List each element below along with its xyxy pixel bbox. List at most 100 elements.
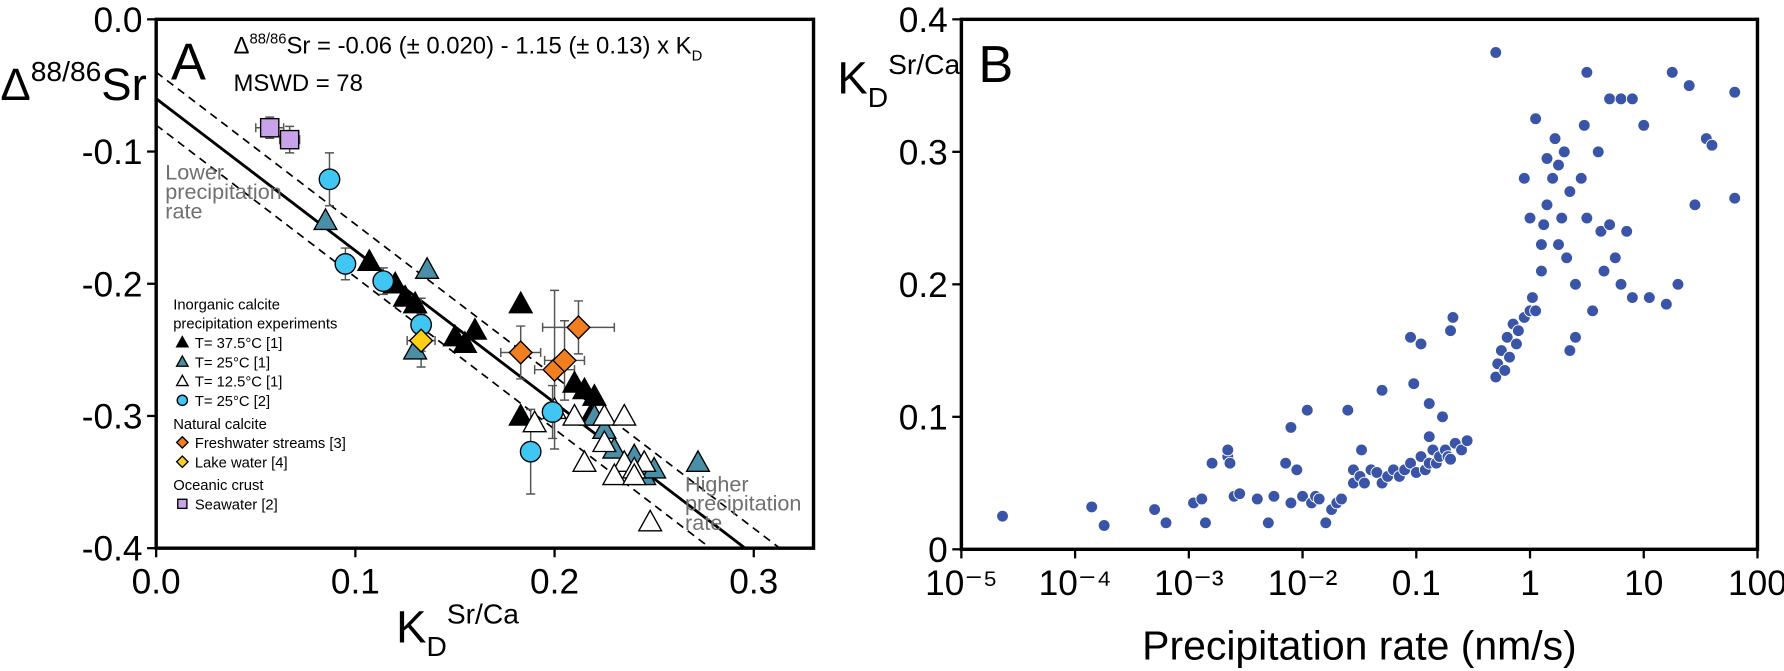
y-tick-label: -0.1 <box>82 133 143 172</box>
equation-part: 1.15 <box>515 32 561 59</box>
point <box>1546 171 1559 185</box>
marker <box>519 440 542 463</box>
point <box>1436 410 1449 424</box>
confidence-line <box>156 124 712 549</box>
equation-part: D <box>692 49 703 65</box>
point <box>996 509 1009 523</box>
legend-marker <box>175 373 190 387</box>
marker <box>402 290 428 314</box>
x-axis-label-part: K <box>396 602 426 653</box>
point <box>1529 304 1542 318</box>
point <box>1537 218 1551 232</box>
y-tick-label: -0.3 <box>82 397 143 436</box>
point <box>1300 403 1314 417</box>
point <box>1625 291 1639 304</box>
point <box>1526 291 1539 304</box>
marker <box>591 403 617 426</box>
point <box>1370 466 1384 479</box>
point <box>1460 434 1474 448</box>
y-tick-label: 0.3 <box>899 133 948 172</box>
point <box>1407 377 1421 391</box>
y-axis-label: Δ88/86Sr <box>0 55 146 110</box>
point <box>1580 211 1594 225</box>
point <box>1341 403 1355 417</box>
y-axis-label-part: Sr/Ca <box>888 48 960 80</box>
regression-line <box>156 97 748 549</box>
point <box>1355 443 1368 457</box>
x-tick-label: 0.3 <box>729 563 778 602</box>
annotation: precipitation <box>165 179 281 204</box>
x-axis-label-part: D <box>426 630 446 662</box>
marker <box>566 315 591 340</box>
marker <box>541 401 564 423</box>
point <box>1563 344 1577 357</box>
point <box>1422 397 1436 410</box>
equation-part: 88/86 <box>249 31 286 47</box>
marker <box>561 403 588 426</box>
y-tick-label: -0.4 <box>82 530 143 569</box>
marker <box>259 117 280 138</box>
point <box>1529 112 1542 126</box>
point <box>1586 304 1599 318</box>
x-tick-label: 10⁻³ <box>1154 564 1224 603</box>
confidence-line <box>156 71 782 549</box>
point <box>1728 191 1742 205</box>
x-tick-label: 0.1 <box>1392 564 1441 603</box>
x-axis-label-part: Sr/Ca <box>447 597 519 629</box>
point <box>1555 211 1569 225</box>
marker <box>685 449 711 473</box>
point <box>1199 516 1212 530</box>
equation-part: (± <box>562 32 596 59</box>
point <box>1580 65 1594 79</box>
point <box>1540 152 1554 165</box>
marker <box>408 328 434 353</box>
point <box>1517 171 1531 185</box>
point <box>1597 264 1611 278</box>
marker <box>571 449 597 473</box>
point <box>1535 264 1548 278</box>
point <box>1625 92 1639 106</box>
point <box>1455 443 1468 457</box>
legend-marker <box>177 498 188 510</box>
point <box>1540 198 1554 212</box>
point <box>1159 516 1173 530</box>
y-tick-label: 0.2 <box>899 266 948 305</box>
x-tick-label: 0.0 <box>132 563 181 602</box>
y-tick-label: -0.2 <box>82 265 143 304</box>
panel-letter: A <box>171 34 206 92</box>
legend-heading: precipitation experiments <box>173 317 337 333</box>
marker <box>552 348 577 373</box>
y-axis-label-part: D <box>868 81 888 113</box>
x-tick-label: 0.2 <box>530 563 579 602</box>
point <box>1148 503 1161 516</box>
point <box>1375 383 1389 397</box>
marker <box>637 508 663 532</box>
point <box>1296 489 1309 503</box>
marker <box>372 270 395 293</box>
point <box>1414 337 1428 351</box>
point <box>1705 138 1719 152</box>
marker <box>508 403 534 426</box>
annotation: precipitation <box>685 491 801 516</box>
point <box>1614 277 1628 291</box>
point <box>1512 324 1525 338</box>
legend-marker <box>175 435 189 450</box>
marker <box>522 409 548 433</box>
point <box>1665 65 1679 79</box>
y-tick-label: 0.1 <box>899 398 948 437</box>
point <box>1312 492 1326 506</box>
equation-part: (± <box>392 32 426 59</box>
point <box>1223 456 1237 470</box>
equation-part: ) x K <box>643 32 692 59</box>
equation: Δ88/86Sr = -0.06 (± 0.020) - 1.15 (± 0.1… <box>234 31 703 64</box>
plot-frame <box>959 17 1760 552</box>
point <box>1250 492 1264 506</box>
x-tick-label: 10⁻² <box>1268 564 1338 603</box>
marker <box>452 330 478 354</box>
equation-part: ) - <box>486 32 515 59</box>
legend-label: Lake water [4] <box>195 455 288 471</box>
y-tick-label: 0 <box>928 531 948 570</box>
y-tick-label: 0.0 <box>94 1 143 40</box>
x-tick-label: 0.1 <box>331 563 380 602</box>
